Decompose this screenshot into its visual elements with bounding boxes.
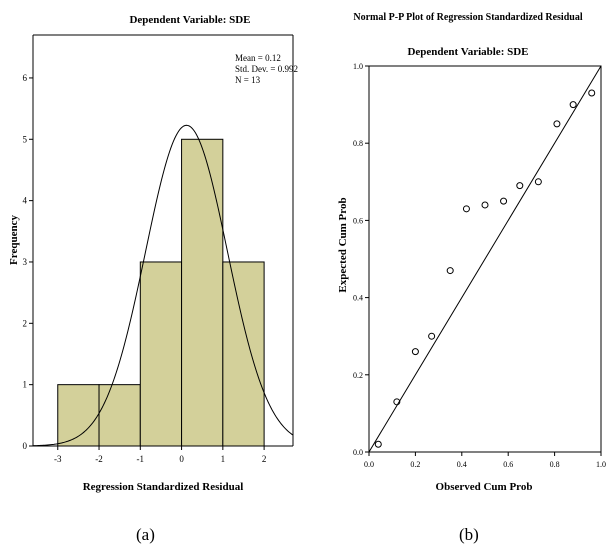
caption-b: (b)	[459, 525, 479, 544]
pp-point-5	[462, 205, 470, 213]
pp-point-7	[500, 197, 508, 205]
histogram-y-tick-label-4: 4	[23, 196, 28, 206]
histogram-bar-2	[139, 261, 183, 447]
histogram-x-tick-label-3: 0	[179, 454, 184, 464]
histogram-x-tick-label-4: 1	[221, 454, 226, 464]
histogram-bar-1	[98, 384, 141, 447]
histogram-y-tick-label-6: 6	[23, 73, 28, 83]
pp-x-tick-label-1: 0.2	[410, 460, 420, 469]
pp-plot-title: Normal P-P Plot of Regression Standardiz…	[353, 12, 582, 23]
pp-x-tick-label-0: 0.0	[364, 460, 374, 469]
pp-plot-chart: Normal P-P Plot of Regression Standardiz…	[337, 12, 606, 493]
histogram-bars	[57, 138, 265, 447]
pp-point-9	[534, 178, 542, 186]
pp-point-2	[411, 348, 419, 356]
histogram-bar-4	[222, 261, 265, 447]
normal-curve	[32, 124, 294, 447]
stat-n: N = 13	[235, 75, 261, 85]
pp-y-tick-label-2: 0.4	[353, 294, 363, 303]
pp-point-11	[569, 101, 577, 109]
pp-point-3	[428, 332, 436, 340]
pp-y-tick-label-3: 0.6	[353, 216, 363, 225]
pp-points	[374, 89, 596, 448]
histogram-bar-0	[57, 384, 100, 447]
histogram-y-tick-label-5: 5	[23, 134, 28, 144]
histogram-x-tick-label-1: -2	[95, 454, 103, 464]
reference-line	[368, 65, 602, 453]
pp-plot-frame	[368, 65, 602, 453]
pp-point-12	[588, 89, 596, 97]
histogram-y-tick-label-3: 3	[23, 257, 28, 267]
histogram-x-tick-label-0: -3	[54, 454, 62, 464]
pp-y-label: Expected Cum Prob	[337, 197, 349, 292]
histogram-y-tick-label-2: 2	[23, 318, 28, 328]
pp-plot-subtitle: Dependent Variable: SDE	[407, 46, 528, 58]
pp-y-tick-label-4: 0.8	[353, 139, 363, 148]
histogram-y-ticks: 0 1 2 3 4 5 6	[23, 73, 33, 451]
histogram-bar-3	[181, 138, 224, 447]
pp-y-tick-label-0: 0.0	[353, 448, 363, 457]
pp-point-1	[393, 398, 401, 406]
histogram-x-ticks: -3 -2 -1 0 1 2	[54, 446, 266, 464]
pp-point-10	[553, 120, 561, 128]
histogram-chart: Dependent Variable: SDE -3 -2 -1 0 1 2 0 1 2 3 4 5…	[8, 14, 298, 493]
pp-point-8	[516, 182, 524, 190]
caption-a: (a)	[136, 525, 155, 544]
histogram-title: Dependent Variable: SDE	[129, 14, 250, 26]
pp-y-tick-label-1: 0.2	[353, 371, 363, 380]
histogram-y-tick-label-1: 1	[23, 380, 28, 390]
stat-std-dev: Std. Dev. = 0.992	[235, 64, 298, 74]
pp-x-tick-label-5: 1.0	[596, 460, 606, 469]
pp-y-ticks: 0.0 0.2 0.4 0.6 0.8 1.0	[353, 62, 369, 457]
pp-x-label: Observed Cum Prob	[436, 481, 533, 493]
pp-point-0	[374, 440, 382, 448]
histogram-x-tick-label-2: -1	[137, 454, 145, 464]
stat-mean: Mean = 0.12	[235, 53, 281, 63]
histogram-x-label: Regression Standardized Residual	[83, 481, 244, 493]
pp-x-tick-label-2: 0.4	[457, 460, 467, 469]
pp-x-tick-label-4: 0.8	[550, 460, 560, 469]
pp-point-6	[481, 201, 489, 209]
pp-y-tick-label-5: 1.0	[353, 62, 363, 71]
histogram-y-label: Frequency	[8, 215, 20, 265]
pp-x-ticks: 0.0 0.2 0.4 0.6 0.8 1.0	[364, 452, 606, 469]
histogram-x-tick-label-5: 2	[262, 454, 267, 464]
pp-x-tick-label-3: 0.6	[503, 460, 513, 469]
histogram-stats: Mean = 0.12 Std. Dev. = 0.992 N = 13	[235, 53, 298, 85]
pp-point-4	[446, 267, 454, 275]
histogram-y-tick-label-0: 0	[23, 441, 28, 451]
